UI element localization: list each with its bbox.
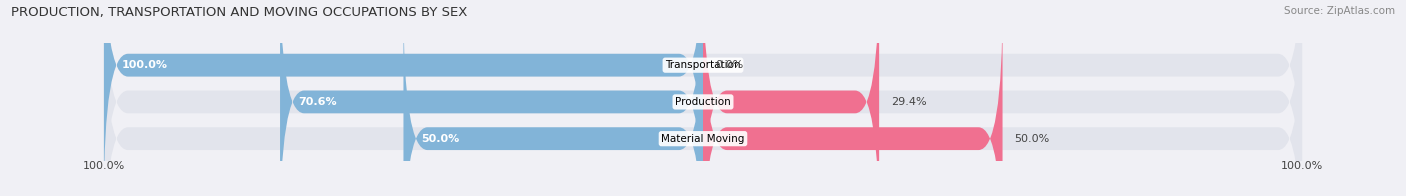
Text: 70.6%: 70.6% [298, 97, 336, 107]
Text: 0.0%: 0.0% [716, 60, 744, 70]
Text: 50.0%: 50.0% [422, 134, 460, 144]
FancyBboxPatch shape [280, 0, 703, 196]
FancyBboxPatch shape [104, 0, 1302, 196]
FancyBboxPatch shape [104, 0, 1302, 196]
FancyBboxPatch shape [703, 0, 879, 196]
Text: Source: ZipAtlas.com: Source: ZipAtlas.com [1284, 6, 1395, 16]
Text: 100.0%: 100.0% [122, 60, 167, 70]
Text: Transportation: Transportation [665, 60, 741, 70]
Text: PRODUCTION, TRANSPORTATION AND MOVING OCCUPATIONS BY SEX: PRODUCTION, TRANSPORTATION AND MOVING OC… [11, 6, 468, 19]
FancyBboxPatch shape [404, 3, 703, 196]
FancyBboxPatch shape [104, 3, 1302, 196]
Text: 29.4%: 29.4% [891, 97, 927, 107]
Text: 100.0%: 100.0% [83, 162, 125, 172]
Text: Material Moving: Material Moving [661, 134, 745, 144]
Text: Production: Production [675, 97, 731, 107]
FancyBboxPatch shape [104, 0, 703, 196]
FancyBboxPatch shape [703, 3, 1002, 196]
Text: 100.0%: 100.0% [1281, 162, 1323, 172]
Text: 50.0%: 50.0% [1015, 134, 1050, 144]
